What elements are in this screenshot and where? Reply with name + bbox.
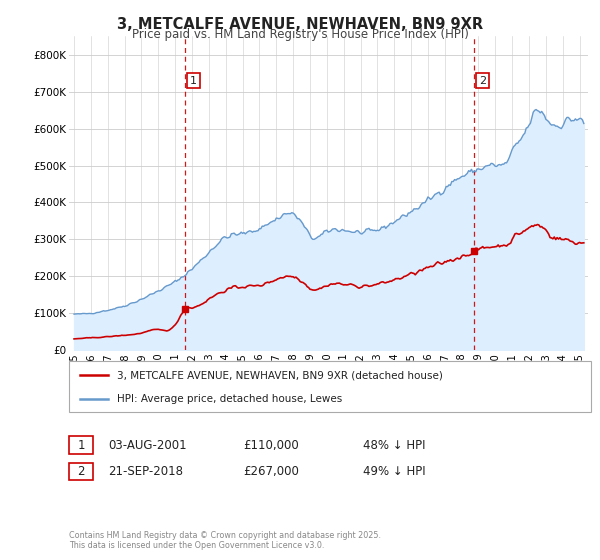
Text: 2: 2: [479, 76, 486, 86]
Text: 49% ↓ HPI: 49% ↓ HPI: [363, 465, 425, 478]
Text: 1: 1: [190, 76, 197, 86]
Text: 2: 2: [77, 465, 85, 478]
Text: Contains HM Land Registry data © Crown copyright and database right 2025.
This d: Contains HM Land Registry data © Crown c…: [69, 530, 381, 550]
Text: 3, METCALFE AVENUE, NEWHAVEN, BN9 9XR: 3, METCALFE AVENUE, NEWHAVEN, BN9 9XR: [117, 17, 483, 32]
Text: 48% ↓ HPI: 48% ↓ HPI: [363, 438, 425, 452]
Text: 3, METCALFE AVENUE, NEWHAVEN, BN9 9XR (detached house): 3, METCALFE AVENUE, NEWHAVEN, BN9 9XR (d…: [117, 370, 443, 380]
Text: Price paid vs. HM Land Registry's House Price Index (HPI): Price paid vs. HM Land Registry's House …: [131, 28, 469, 41]
Text: 1: 1: [77, 438, 85, 452]
Text: 21-SEP-2018: 21-SEP-2018: [108, 465, 183, 478]
Text: HPI: Average price, detached house, Lewes: HPI: Average price, detached house, Lewe…: [117, 394, 342, 404]
Text: £267,000: £267,000: [243, 465, 299, 478]
Text: £110,000: £110,000: [243, 438, 299, 452]
Text: 03-AUG-2001: 03-AUG-2001: [108, 438, 187, 452]
